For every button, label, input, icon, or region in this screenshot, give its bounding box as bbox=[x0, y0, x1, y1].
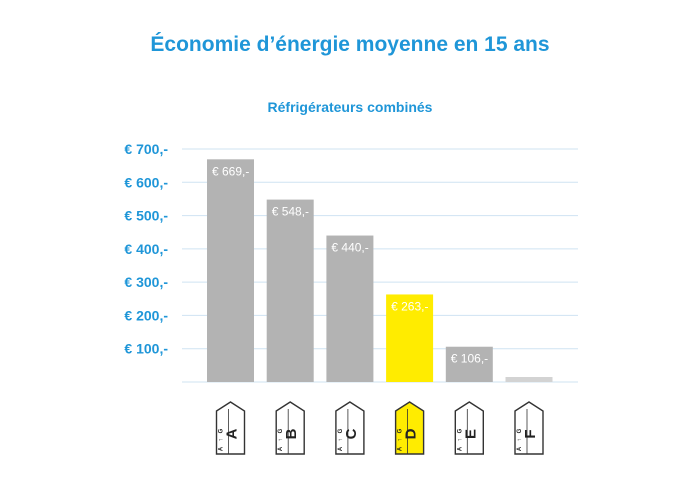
bar-value-label: € 106,- bbox=[451, 352, 488, 366]
bar-value-label: € 669,- bbox=[212, 164, 249, 178]
energy-class-letter: A bbox=[224, 428, 241, 439]
energy-scale-end: G bbox=[338, 428, 344, 433]
y-tick-label: € 600,- bbox=[124, 174, 168, 190]
energy-label-badge bbox=[215, 401, 246, 455]
y-tick-label: € 200,- bbox=[124, 307, 168, 323]
bar-F bbox=[505, 377, 553, 382]
bar-D bbox=[386, 294, 434, 382]
energy-scale-start: A bbox=[278, 446, 284, 451]
y-tick-label: € 300,- bbox=[124, 274, 168, 290]
energy-scale-arrow-icon: ↑ bbox=[517, 439, 523, 442]
energy-scale-start: A bbox=[517, 446, 523, 451]
energy-scale-end: G bbox=[398, 428, 404, 433]
bar-value-label: € 263,- bbox=[391, 299, 428, 313]
y-tick-label: € 400,- bbox=[124, 241, 168, 257]
energy-label-badge bbox=[454, 401, 484, 455]
energy-class-letter: B bbox=[283, 428, 300, 439]
energy-scale-arrow-icon: ↑ bbox=[398, 439, 404, 442]
y-tick-label: € 100,- bbox=[124, 341, 168, 357]
chart-title: Économie d’énergie moyenne en 15 ans bbox=[150, 33, 550, 56]
energy-scale-start: A bbox=[338, 446, 344, 451]
energy-class-letter: F bbox=[522, 429, 539, 438]
energy-scale-arrow-icon: ↑ bbox=[278, 439, 284, 442]
energy-scale-arrow-icon: ↑ bbox=[457, 439, 463, 442]
bar-C bbox=[326, 235, 374, 382]
energy-scale-arrow-icon: ↑ bbox=[338, 439, 344, 442]
energy-scale-end: G bbox=[457, 428, 463, 433]
y-tick-label: € 700,- bbox=[124, 141, 168, 157]
y-tick-label: € 500,- bbox=[124, 208, 168, 224]
bar-value-label: € 548,- bbox=[272, 205, 309, 219]
energy-scale-start: A bbox=[457, 446, 463, 451]
bar-B bbox=[266, 199, 314, 382]
energy-scale-end: G bbox=[278, 428, 284, 433]
energy-class-letter: D bbox=[403, 428, 420, 439]
bar-A bbox=[207, 159, 254, 382]
energy-label-badge bbox=[514, 401, 544, 455]
chart-subtitle: Réfrigérateurs combinés bbox=[267, 99, 433, 115]
energy-scale-end: G bbox=[219, 428, 225, 433]
energy-class-letter: C bbox=[343, 428, 360, 439]
energy-scale-start: A bbox=[219, 446, 225, 451]
bar-value-label: € 440,- bbox=[331, 241, 368, 255]
energy-class-letter: E bbox=[462, 429, 479, 439]
energy-label-badge bbox=[335, 401, 365, 455]
energy-label-badge bbox=[275, 401, 305, 455]
energy-scale-start: A bbox=[398, 446, 404, 451]
bar-E bbox=[445, 346, 493, 382]
energy-label-badge bbox=[394, 401, 425, 455]
energy-scale-end: G bbox=[517, 428, 523, 433]
energy-scale-arrow-icon: ↑ bbox=[219, 439, 225, 442]
